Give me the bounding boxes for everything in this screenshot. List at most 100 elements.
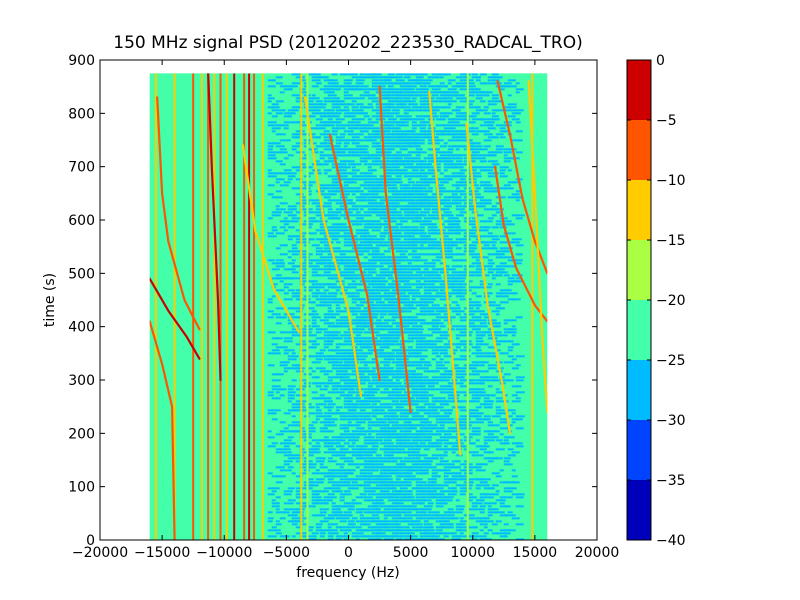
- noise-cell: [355, 496, 364, 499]
- noise-cell: [339, 451, 347, 454]
- noise-cell: [439, 388, 448, 391]
- noise-cell: [447, 391, 454, 394]
- noise-cell: [299, 298, 307, 301]
- noise-cell: [455, 205, 460, 208]
- noise-cell: [399, 268, 408, 271]
- noise-cell: [399, 499, 408, 502]
- noise-cell: [287, 436, 294, 439]
- noise-cell: [419, 193, 424, 196]
- noise-cell: [443, 157, 452, 160]
- noise-cell: [275, 190, 282, 193]
- noise-cell: [399, 307, 405, 310]
- noise-cell: [447, 133, 455, 136]
- noise-cell: [515, 415, 525, 418]
- noise-cell: [315, 367, 321, 370]
- noise-cell: [447, 121, 453, 124]
- noise-cell: [319, 190, 324, 193]
- noise-cell: [275, 391, 280, 394]
- noise-cell: [371, 430, 376, 433]
- noise-cell: [467, 271, 473, 274]
- noise-cell: [415, 385, 423, 388]
- noise-cell: [407, 244, 415, 247]
- noise-cell: [423, 193, 428, 196]
- noise-cell: [327, 424, 333, 427]
- noise-cell: [447, 100, 457, 103]
- noise-cell: [439, 448, 446, 451]
- noise-cell: [359, 337, 365, 340]
- noise-cell: [431, 484, 436, 487]
- noise-cell: [359, 478, 366, 481]
- noise-cell: [323, 145, 329, 148]
- noise-cell: [391, 97, 398, 100]
- noise-cell: [347, 160, 355, 163]
- noise-cell: [331, 355, 337, 358]
- noise-cell: [459, 424, 466, 427]
- noise-cell: [383, 280, 388, 283]
- noise-cell: [407, 103, 413, 106]
- noise-cell: [467, 289, 472, 292]
- noise-cell: [439, 76, 444, 79]
- noise-cell: [439, 82, 445, 85]
- noise-cell: [359, 247, 367, 250]
- noise-cell: [487, 337, 493, 340]
- noise-cell: [343, 244, 349, 247]
- noise-cell: [495, 283, 501, 286]
- noise-cell: [495, 325, 500, 328]
- noise-cell: [351, 178, 360, 181]
- noise-cell: [335, 187, 343, 190]
- noise-cell: [471, 115, 477, 118]
- noise-cell: [503, 514, 513, 517]
- noise-cell: [471, 361, 478, 364]
- noise-cell: [459, 79, 464, 82]
- noise-cell: [495, 133, 504, 136]
- noise-cell: [351, 238, 358, 241]
- noise-cell: [271, 388, 276, 391]
- noise-cell: [363, 184, 371, 187]
- noise-cell: [443, 502, 448, 505]
- noise-cell: [395, 244, 400, 247]
- noise-cell: [371, 517, 376, 520]
- noise-cell: [303, 271, 309, 274]
- noise-cell: [459, 136, 467, 139]
- noise-cell: [427, 385, 435, 388]
- noise-cell: [423, 412, 431, 415]
- noise-cell: [319, 220, 325, 223]
- noise-cell: [447, 220, 453, 223]
- noise-cell: [375, 178, 384, 181]
- noise-cell: [371, 121, 379, 124]
- noise-cell: [455, 208, 465, 211]
- noise-cell: [423, 454, 428, 457]
- noise-cell: [343, 475, 348, 478]
- noise-cell: [383, 448, 391, 451]
- noise-cell: [315, 229, 320, 232]
- noise-cell: [323, 331, 330, 334]
- noise-cell: [415, 205, 423, 208]
- noise-cell: [443, 112, 450, 115]
- noise-cell: [359, 475, 367, 478]
- noise-cell: [407, 385, 413, 388]
- noise-cell: [411, 199, 416, 202]
- noise-cell: [423, 262, 428, 265]
- noise-cell: [331, 418, 338, 421]
- noise-cell: [331, 442, 338, 445]
- noise-cell: [327, 175, 337, 178]
- noise-cell: [435, 388, 441, 391]
- noise-cell: [367, 304, 375, 307]
- noise-cell: [475, 439, 480, 442]
- noise-cell: [423, 100, 431, 103]
- noise-cell: [411, 226, 419, 229]
- noise-cell: [427, 79, 433, 82]
- noise-cell: [487, 127, 496, 130]
- noise-cell: [379, 442, 385, 445]
- noise-cell: [467, 391, 477, 394]
- noise-cell: [439, 409, 446, 412]
- noise-cell: [351, 277, 357, 280]
- noise-cell: [323, 370, 329, 373]
- noise-cell: [399, 193, 407, 196]
- noise-cell: [363, 517, 369, 520]
- noise-cell: [407, 247, 412, 250]
- noise-cell: [443, 154, 450, 157]
- noise-cell: [407, 226, 412, 229]
- noise-cell: [315, 286, 322, 289]
- noise-cell: [395, 169, 405, 172]
